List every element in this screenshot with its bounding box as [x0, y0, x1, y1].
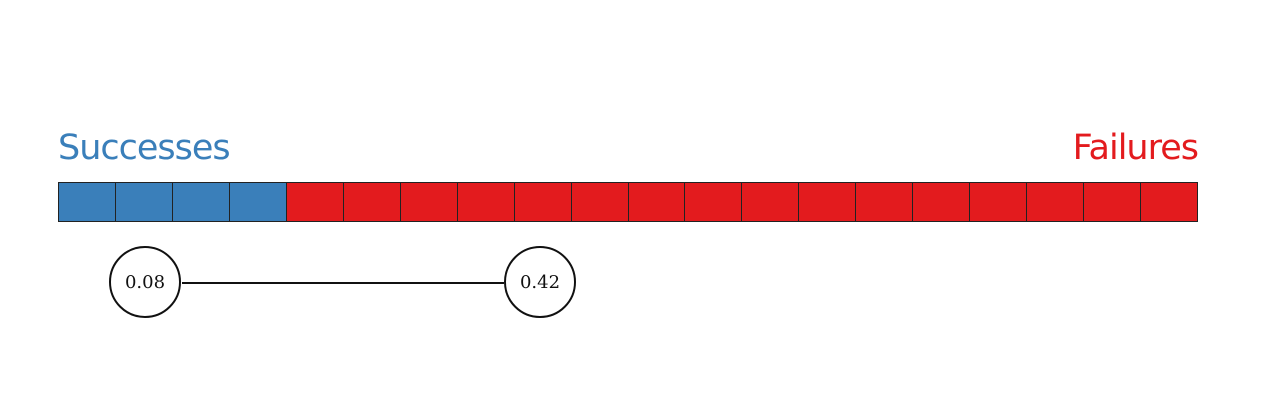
- failure-cell: [856, 183, 914, 221]
- failure-cell: [913, 183, 971, 221]
- success-cell: [172, 183, 230, 221]
- failure-cell: [799, 183, 857, 221]
- failure-cell: [286, 183, 344, 221]
- failure-cell: [1084, 183, 1142, 221]
- failure-cell: [343, 183, 401, 221]
- success-cell: [229, 183, 287, 221]
- failure-cell: [628, 183, 686, 221]
- success-cell: [59, 183, 116, 221]
- successes-label: Successes: [58, 128, 231, 168]
- failure-cell: [400, 183, 458, 221]
- failures-label: Failures: [1072, 128, 1199, 168]
- connector-line: [182, 282, 504, 284]
- failure-cell: [742, 183, 800, 221]
- outcome-bar: [58, 182, 1198, 222]
- failure-cell: [970, 183, 1028, 221]
- failure-cell: [514, 183, 572, 221]
- probability-node-left: 0.08: [109, 246, 181, 318]
- failure-cell: [1027, 183, 1085, 221]
- probability-node-right: 0.42: [504, 246, 576, 318]
- failure-cell: [457, 183, 515, 221]
- failure-cell: [571, 183, 629, 221]
- failure-cell: [685, 183, 743, 221]
- success-cell: [115, 183, 173, 221]
- failure-cell: [1141, 183, 1198, 221]
